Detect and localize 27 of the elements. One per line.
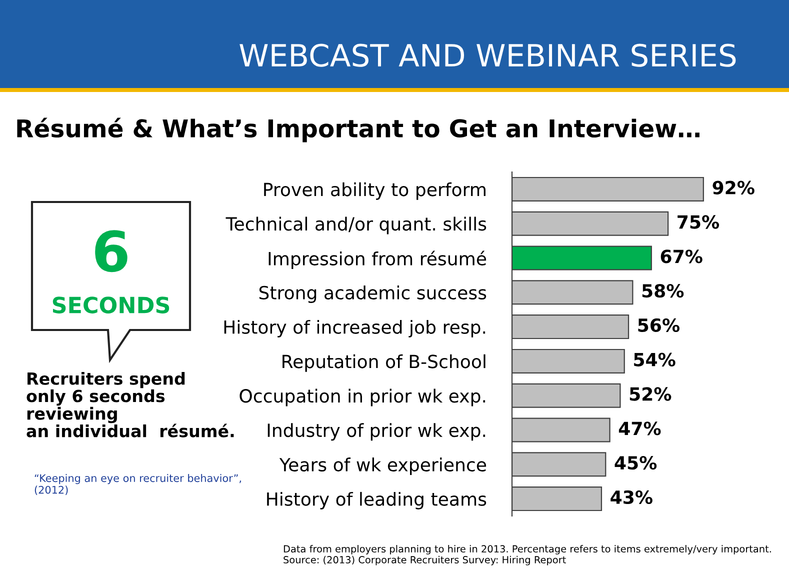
text: Data from employers planning to hire in 2013. Percentage refers to items extremely/very important. Source: (2013) Corporate Recruiters Survey: Hiring Report [284,545,771,566]
y-tick-label: Industry of prior wk exp. [268,423,486,441]
data-label: 92% [712,180,754,194]
y-tick-label: History of increased job resp. [224,320,486,338]
y-tick-label: Impression from résumé [268,250,486,269]
data-label: 58% [642,284,684,298]
data-label: 56% [638,318,680,332]
y-tick-label: Strong academic success [259,286,486,304]
y-tick-label: Proven ability to perform [264,182,486,200]
text: “Keeping an eye on recruiter behavior”, (2012) [34,474,242,495]
text: 6 [95,230,128,272]
text: Recruiters spend only 6 seconds reviewing an individual résumé. [26,372,234,438]
y-tick-label: Occupation in prior wk exp. [240,388,486,406]
data-label: 45% [614,456,657,470]
data-label: 47% [618,422,661,436]
chart-title: Résumé & What’s Important to Get an Interview… [17,118,700,142]
text: WEBCAST AND WEBINAR SERIES [240,44,736,67]
data-label: 52% [630,387,672,401]
data-label: 67% [660,250,702,264]
data-label: 43% [610,490,652,504]
y-tick-label: Years of wk experience [279,458,486,476]
y-tick-label: History of leading teams [267,492,486,510]
y-tick-label: Technical and/or quant. skills [226,216,486,234]
data-label: 54% [634,352,676,366]
text: SECONDS [52,296,170,314]
data-label: 75% [678,215,720,229]
y-tick-label: Reputation of B-School [282,354,486,372]
